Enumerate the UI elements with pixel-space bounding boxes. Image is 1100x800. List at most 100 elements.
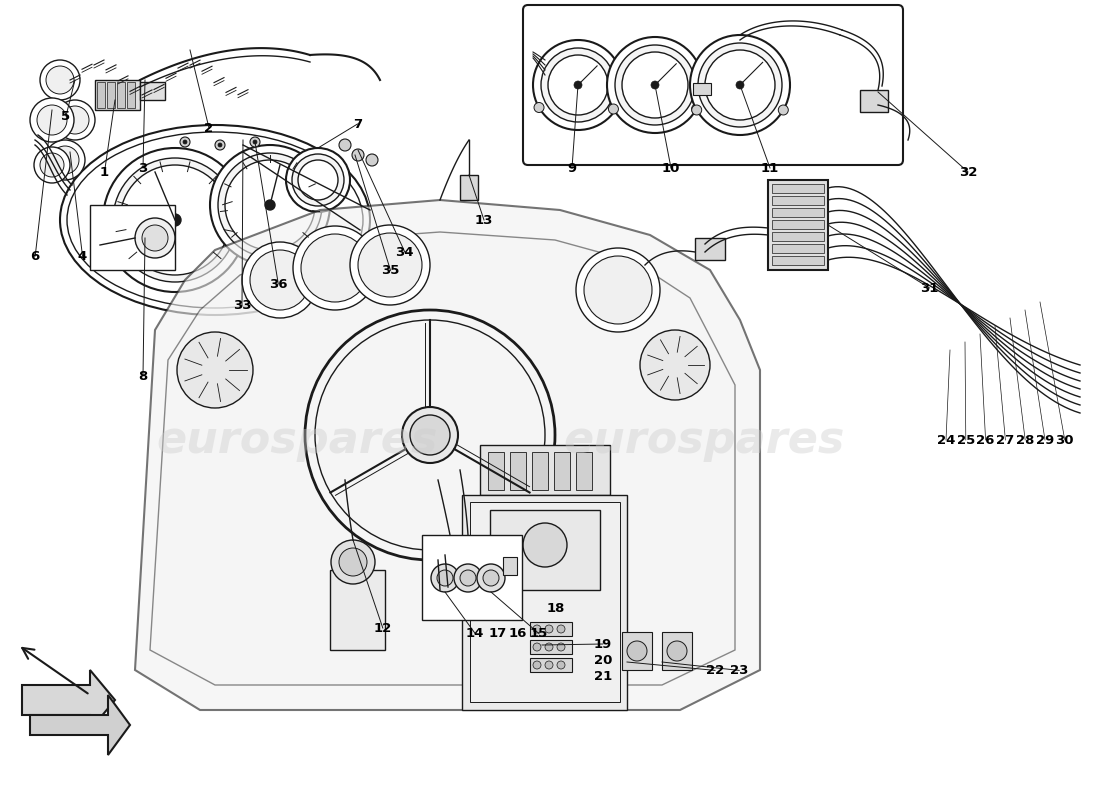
Ellipse shape [67, 132, 363, 308]
Circle shape [183, 140, 187, 144]
Circle shape [34, 147, 70, 183]
Circle shape [366, 154, 378, 166]
Bar [772, 208, 824, 217]
Circle shape [548, 55, 608, 115]
Text: 15: 15 [530, 627, 548, 640]
Circle shape [651, 81, 659, 89]
Text: 10: 10 [662, 162, 680, 174]
Circle shape [350, 225, 430, 305]
Bar [576, 452, 592, 490]
Text: 29: 29 [1036, 434, 1054, 446]
Bar [422, 535, 522, 620]
Bar [772, 232, 824, 241]
Text: 34: 34 [396, 246, 414, 258]
Text: eurospares: eurospares [156, 418, 438, 462]
Circle shape [135, 218, 175, 258]
Text: 20: 20 [594, 654, 612, 666]
Bar [480, 445, 611, 495]
Circle shape [103, 148, 248, 292]
Circle shape [253, 140, 257, 144]
Circle shape [265, 200, 275, 210]
Circle shape [331, 540, 375, 584]
Text: 32: 32 [959, 166, 977, 178]
Circle shape [557, 661, 565, 669]
Circle shape [692, 104, 702, 114]
Bar [97, 82, 104, 108]
Circle shape [358, 233, 422, 297]
Circle shape [534, 643, 541, 651]
Circle shape [544, 625, 553, 633]
Text: 31: 31 [921, 282, 938, 294]
Circle shape [574, 81, 582, 89]
Bar [330, 570, 385, 650]
Circle shape [534, 625, 541, 633]
Text: 33: 33 [233, 299, 251, 312]
Circle shape [541, 48, 615, 122]
Circle shape [607, 37, 703, 133]
Circle shape [576, 248, 660, 332]
Circle shape [736, 81, 744, 89]
Circle shape [113, 158, 236, 282]
Bar [772, 256, 824, 265]
Circle shape [534, 40, 623, 130]
Circle shape [250, 250, 310, 310]
Bar [532, 452, 548, 490]
Circle shape [534, 102, 544, 113]
Circle shape [698, 43, 782, 127]
Bar [860, 90, 888, 112]
Bar [693, 83, 711, 95]
Circle shape [544, 643, 553, 651]
Text: eurospares: eurospares [563, 418, 845, 462]
Circle shape [608, 104, 618, 114]
Bar [503, 557, 517, 575]
Circle shape [339, 139, 351, 151]
Circle shape [410, 415, 450, 455]
Bar [530, 622, 572, 636]
Text: 7: 7 [353, 118, 362, 130]
Circle shape [667, 641, 688, 661]
Text: 17: 17 [488, 627, 506, 640]
Text: 26: 26 [977, 434, 994, 446]
Circle shape [339, 548, 367, 576]
Text: 5: 5 [62, 110, 70, 122]
Bar [554, 452, 570, 490]
Text: 35: 35 [382, 264, 399, 277]
Text: 12: 12 [374, 622, 392, 634]
Text: 13: 13 [475, 214, 493, 226]
Circle shape [292, 154, 344, 206]
Circle shape [214, 140, 225, 150]
Text: 4: 4 [78, 250, 87, 262]
Circle shape [37, 105, 67, 135]
Circle shape [557, 643, 565, 651]
Bar [462, 495, 627, 710]
Circle shape [690, 35, 790, 135]
Circle shape [431, 564, 459, 592]
Bar [772, 196, 824, 205]
Bar [488, 452, 504, 490]
Bar [772, 184, 824, 193]
Circle shape [477, 564, 505, 592]
Circle shape [534, 661, 541, 669]
Circle shape [460, 570, 476, 586]
Text: 16: 16 [509, 627, 527, 640]
Circle shape [55, 100, 95, 140]
Circle shape [242, 242, 318, 318]
Circle shape [40, 60, 80, 100]
Circle shape [454, 564, 482, 592]
Text: 6: 6 [31, 250, 40, 262]
Circle shape [627, 641, 647, 661]
Bar [126, 82, 135, 108]
Bar [490, 510, 600, 590]
Circle shape [45, 140, 85, 180]
Text: 30: 30 [1056, 434, 1074, 446]
Bar [95, 80, 140, 110]
Text: 14: 14 [466, 627, 484, 640]
Bar [695, 238, 725, 260]
FancyBboxPatch shape [522, 5, 903, 165]
Polygon shape [30, 695, 130, 755]
Text: 8: 8 [139, 370, 147, 382]
Circle shape [40, 153, 64, 177]
Polygon shape [150, 232, 735, 685]
Bar [117, 82, 125, 108]
Circle shape [483, 570, 499, 586]
